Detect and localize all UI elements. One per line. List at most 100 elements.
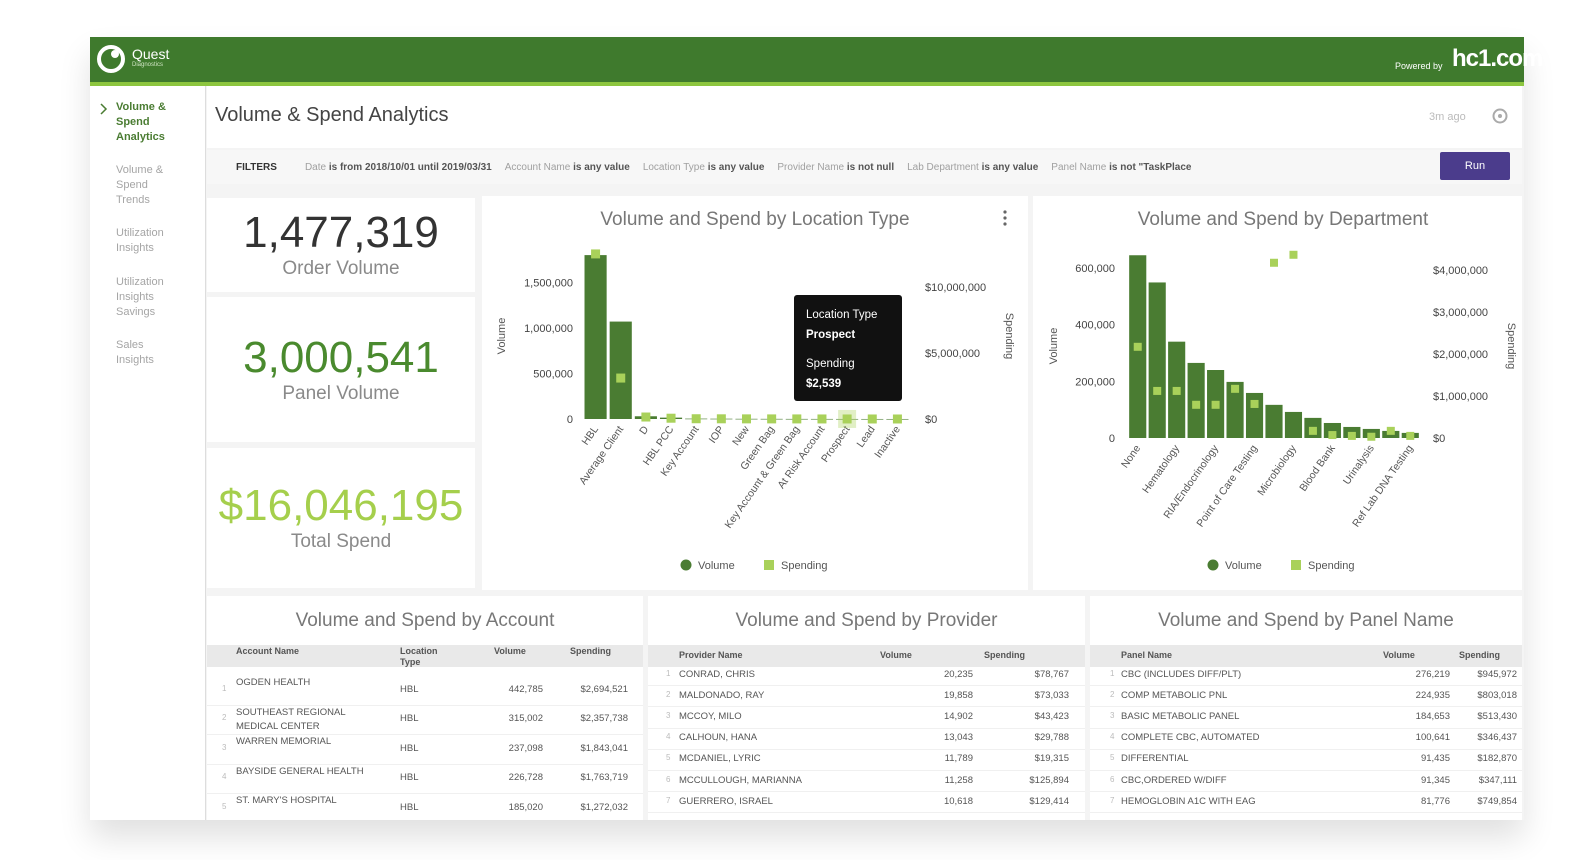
table-row[interactable]: 4 CALHOUN, HANA 13,043 $29,788 [648,728,1085,750]
volume-bar[interactable] [584,255,607,419]
spending-marker[interactable] [767,414,777,424]
settings-gear[interactable] [1491,107,1509,125]
spending-marker[interactable] [817,414,827,424]
spending-marker[interactable] [1270,258,1278,267]
legend-label[interactable]: Volume [698,560,735,572]
spending-marker[interactable] [1250,399,1259,408]
table-row[interactable]: 3 WARREN MEMORIAL HBL 237,098 $1,843,041 [207,734,643,765]
table-row[interactable]: 4 COMPLETE CBC, AUTOMATED 100,641 $346,437 [1090,728,1522,750]
nav-item[interactable]: Volume & Spend Trends [116,164,164,206]
nav-item[interactable]: Utilization Insights [116,227,164,254]
spending-marker[interactable] [616,373,626,383]
table-row[interactable]: 5 ST. MARY'S HOSPITAL HBL 185,020 $1,272,032 [207,793,643,820]
column-header[interactable]: Volume [1383,650,1415,660]
column-header[interactable]: Provider Name [679,650,743,660]
spending-marker[interactable] [1386,426,1395,435]
run-button[interactable]: Run [1440,152,1510,180]
table-row[interactable]: 3 MCCOY, MILO 14,902 $43,423 [648,706,1085,729]
column-header[interactable]: Spending [984,650,1025,660]
filter-item[interactable]: Provider Name is not null [777,162,894,173]
table-row[interactable]: 6 CBC,ORDERED W/DIFF 91,345 $347,111 [1090,770,1522,793]
table-row[interactable]: 1 OGDEN HEALTH HBL 442,785 $2,694,521 [207,675,643,706]
filter-item[interactable]: Panel Name is not "TaskPlace [1051,162,1191,173]
filter-item[interactable]: Location Type is any value [643,162,765,173]
table-row[interactable]: 1 CBC (INCLUDES DIFF/PLT) 276,219 $945,972 [1090,664,1522,687]
legend-label[interactable]: Spending [1308,560,1355,572]
filter-toggle[interactable] [207,162,237,172]
spending-marker[interactable] [1211,400,1220,409]
column-header[interactable]: Panel Name [1121,650,1173,660]
y2-tick-label: $5,000,000 [925,348,980,360]
spending-marker[interactable] [842,414,852,424]
column-header[interactable]: Volume [880,650,912,660]
table-row[interactable]: 2 SOUTHEAST REGIONAL MEDICAL CENTER HBL 315… [207,705,643,735]
spending-marker[interactable] [1347,431,1356,440]
table-row[interactable]: 5 MCDANIEL, LYRIC 11,789 $19,315 [648,749,1085,771]
y2-tick-label: $3,000,000 [1433,307,1488,319]
spending-marker[interactable] [1192,400,1201,409]
volume-bar[interactable] [1226,381,1244,438]
spending-marker[interactable] [1367,432,1376,441]
volume-bar[interactable] [1323,422,1341,438]
volume-bar[interactable] [1245,392,1264,438]
table-row[interactable]: 2 MALDONADO, RAY 19,858 $73,033 [648,685,1085,708]
filter-item[interactable]: Date is from 2018/10/01 until 2019/03/31 [305,162,492,173]
column-header[interactable]: Volume [494,646,526,656]
legend-swatch [764,560,774,570]
volume-bar[interactable] [1265,404,1283,438]
menu-dot[interactable] [1003,222,1007,226]
table-row[interactable]: 1 CONRAD, CHRIS 20,235 $78,767 [648,664,1085,687]
spending-marker[interactable] [892,414,902,424]
table-cell: CONRAD, CHRIS [679,668,756,680]
column-header[interactable]: Spending [1459,650,1500,660]
spending-marker[interactable] [1289,250,1298,259]
volume-bar[interactable] [1284,411,1303,438]
nav-item[interactable]: Sales Insights [116,339,154,366]
table-row[interactable]: 7 HEMOGLOBIN A1C WITH EAG 81,776 $749,854 [1090,791,1522,814]
spending-marker[interactable] [691,414,701,424]
table-row[interactable]: 2 COMP METABOLIC PNL 224,935 $803,018 [1090,685,1522,708]
spending-marker[interactable] [641,412,651,422]
spending-marker[interactable] [1308,426,1317,435]
spending-marker[interactable] [666,413,676,423]
legend-label[interactable]: Volume [1225,560,1262,572]
column-header[interactable]: Account Name [236,646,300,656]
spending-marker[interactable] [1133,342,1142,351]
x-tick-label: D [637,424,651,437]
column-header[interactable]: Spending [570,646,611,656]
table-row[interactable]: 7 GUERRERO, ISRAEL 10,618 $129,414 [648,791,1085,814]
table-cell: $749,854 [1477,795,1517,807]
filter-item[interactable]: Lab Department is any value [907,162,1038,173]
volume-bar[interactable] [609,321,632,419]
volume-bar[interactable] [1187,362,1205,438]
filter-item[interactable]: Account Name is any value [505,162,630,173]
column-header[interactable]: Location Type [400,646,438,667]
table-cell: 19,858 [943,689,973,701]
table-row[interactable]: 3 BASIC METABOLIC PANEL 184,653 $513,430 [1090,706,1522,729]
spending-marker[interactable] [792,414,802,424]
spending-marker[interactable] [716,414,726,424]
spending-marker[interactable] [867,414,877,424]
table-row[interactable]: 5 DIFFERENTIAL 91,435 $182,870 [1090,749,1522,771]
spending-marker[interactable] [1153,386,1162,395]
spending-marker[interactable] [591,249,601,259]
filter-field: Lab Department [907,161,979,173]
table-row[interactable]: 6 MCCULLOUGH, MARIANNA 11,258 $125,894 [648,770,1085,793]
spending-marker[interactable] [1231,384,1240,393]
spending-marker[interactable] [742,414,751,424]
menu-dot[interactable] [1003,216,1007,220]
nav-item[interactable]: Utilization Insights Savings [116,276,164,318]
volume-bar[interactable] [1148,282,1166,438]
legend-label[interactable]: Spending [781,560,828,572]
menu-dot[interactable] [1003,210,1007,214]
nav-item[interactable]: Volume & Spend Analytics [116,101,166,143]
spending-marker[interactable] [1172,386,1181,395]
table-row[interactable]: 4 BAYSIDE GENERAL HEALTH HBL 226,728 $1,763,… [207,764,643,794]
y2-tick-label: $2,000,000 [1433,349,1488,361]
filter-label[interactable]: FILTERS [236,161,277,173]
tooltip-line: Location Type [806,309,877,321]
spending-marker[interactable] [1328,431,1337,440]
spending-marker[interactable] [1406,431,1415,440]
table-header: Account Name Location Type Volume Spending [207,645,643,667]
table-cell: $2,357,738 [580,713,628,725]
